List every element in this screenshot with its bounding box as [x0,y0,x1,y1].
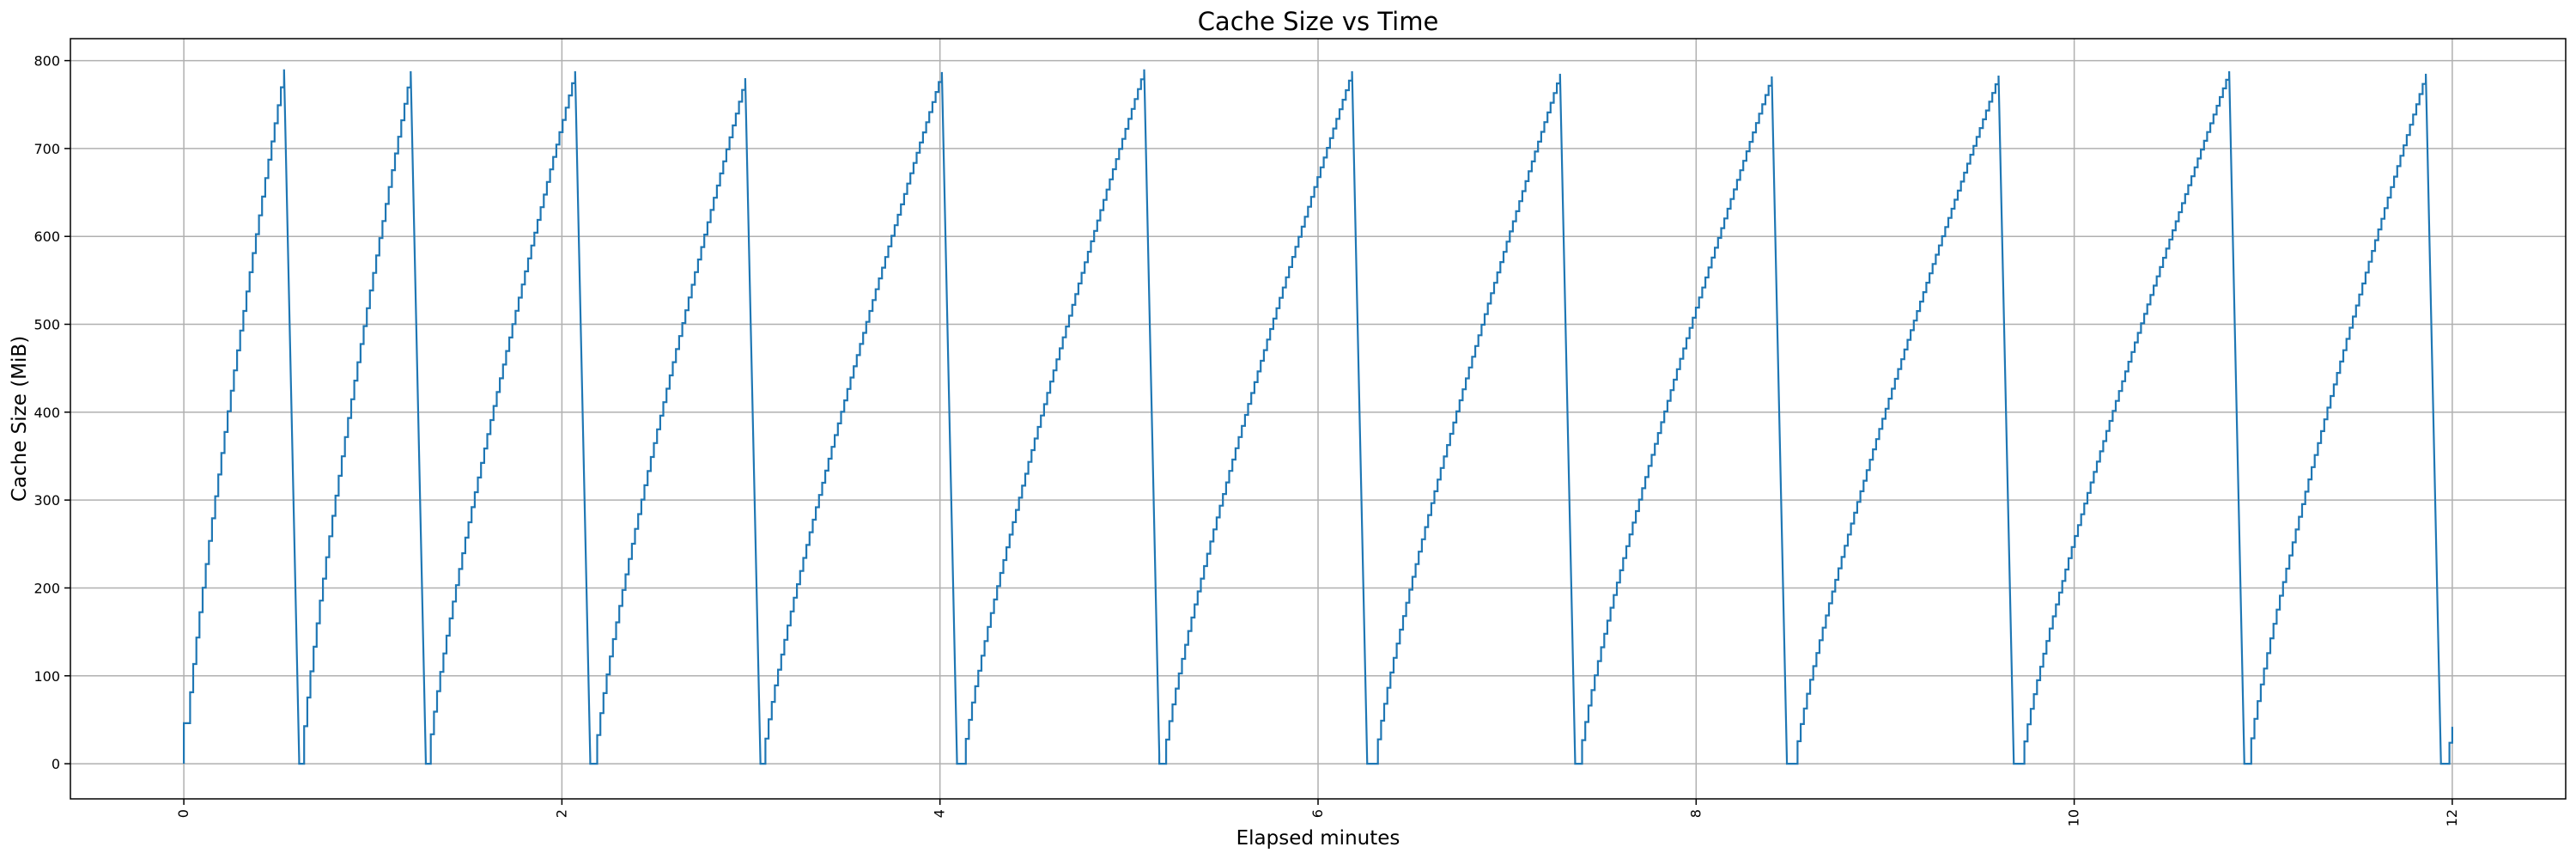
y-tick-label: 0 [52,756,60,772]
cache-size-series-line [183,69,2453,765]
x-axis-label: Elapsed minutes [1236,827,1400,850]
x-tick-label: 4 [932,809,948,818]
tick-layer: 0 2 4 6 8 10 12 0 100 200 300 400 500 600 700 800 [33,53,2459,827]
y-tick-label: 700 [33,141,60,157]
grid-layer [70,39,2566,799]
y-tick-label: 400 [33,405,60,421]
y-axis-label: Cache Size (MiB) [9,336,31,502]
x-tick-label: 6 [1309,809,1326,818]
series-layer [183,69,2453,765]
y-tick-label: 800 [33,53,60,70]
chart-title: Cache Size vs Time [1198,7,1439,36]
y-tick-label: 100 [33,668,60,685]
x-tick-label: 8 [1687,809,1704,818]
x-tick-label: 0 [175,809,191,818]
y-tick-label: 300 [33,492,60,509]
y-tick-label: 500 [33,317,60,333]
x-tick-label: 10 [2066,809,2082,826]
y-tick-label: 600 [33,228,60,245]
x-tick-label: 2 [553,809,569,818]
y-tick-label: 200 [33,580,60,596]
x-tick-label: 12 [2444,809,2460,826]
